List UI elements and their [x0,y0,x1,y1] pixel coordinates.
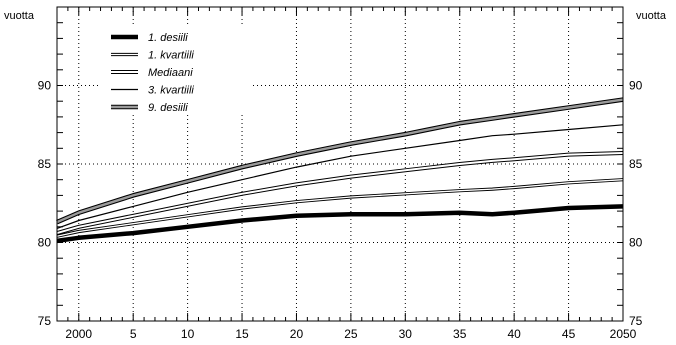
minor-ticks [56,7,624,321]
legend-label: 9. desiili [148,102,188,114]
y-axis-unit-left: vuotta [4,10,35,22]
legend-item: Mediaani [111,67,193,79]
legend-label: 1. kvartiili [148,50,194,62]
series-line-2 [56,178,624,238]
x-tick-label: 40 [507,327,521,341]
legend-label: Mediaani [148,67,193,79]
y-tick-label-left: 90 [38,79,52,93]
x-tick-label: 30 [399,327,413,341]
legend-item: 9. desiili [111,102,188,114]
legend-item: 1. desiili [111,32,188,44]
legend-label: 1. desiili [148,32,188,44]
y-tick-label-right: 90 [629,79,643,93]
series-stroke [56,204,624,244]
legend-item: 1. kvartiili [111,50,194,62]
legend-item: 3. kvartiili [111,85,194,97]
y-axis-tick-labels: 75 75 80 80 85 85 90 90 [38,79,643,329]
y-axis-unit-right: vuotta [636,10,667,22]
series-stroke [56,124,624,229]
series-line-4 [56,124,624,229]
y-tick-label-right: 80 [629,236,643,250]
x-tick-label: 2050 [610,327,637,341]
series-lines [56,97,624,244]
series-stroke [56,98,624,224]
x-tick-label: 2000 [65,327,92,341]
series-stroke [56,179,624,237]
x-tick-label: 35 [453,327,467,341]
x-tick-label: 15 [235,327,249,341]
y-tick-label-left: 75 [38,314,52,328]
legend: 1. desiili 1. kvartiili Mediaani 3. kvartii… [100,26,250,114]
x-axis-tick-labels: 2000 5 10 15 20 25 30 35 40 45 2050 [65,327,636,341]
legend-label: 3. kvartiili [148,85,194,97]
y-tick-label-left: 80 [38,236,52,250]
x-tick-label: 20 [290,327,304,341]
y-tick-label-left: 85 [38,157,52,171]
series-line-5 [56,97,624,225]
x-tick-label: 5 [130,327,137,341]
x-tick-label: 25 [344,327,358,341]
y-tick-label-right: 85 [629,157,643,171]
x-tick-label: 45 [562,327,576,341]
y-tick-label-right: 75 [629,314,643,328]
series-stroke [56,152,624,235]
series-line-3 [56,151,624,236]
plot-frame [56,6,624,322]
series-line-1 [56,204,624,244]
x-tick-label: 10 [181,327,195,341]
